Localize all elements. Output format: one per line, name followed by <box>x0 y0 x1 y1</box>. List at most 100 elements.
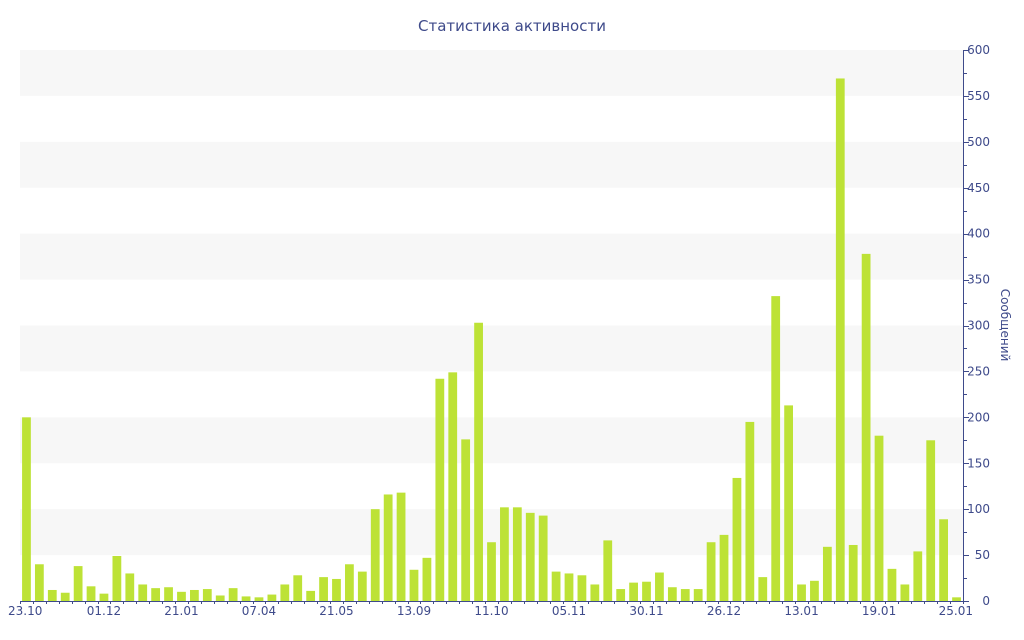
grid-band <box>20 233 963 280</box>
bar <box>758 577 768 601</box>
bar <box>383 494 393 601</box>
bar <box>874 435 884 601</box>
bars <box>22 78 961 602</box>
y-tick-label: 350 <box>967 273 990 287</box>
bar <box>86 586 96 601</box>
bar <box>500 507 509 601</box>
bar <box>99 593 109 601</box>
bar <box>60 592 70 601</box>
y-tick-label: 100 <box>967 502 990 516</box>
y-axis: 0 50 100 150 200 250 300 350 400 450 500 550 600 <box>963 43 990 608</box>
bar <box>629 582 638 601</box>
bar <box>732 477 742 601</box>
bar <box>603 540 613 601</box>
bar <box>900 584 910 601</box>
x-tick-label: 26.12 <box>707 604 741 618</box>
bar <box>887 568 897 601</box>
bar <box>487 542 496 601</box>
bar <box>357 571 367 601</box>
bar <box>848 544 858 601</box>
chart-title: Статистика активности <box>418 17 606 35</box>
y-axis-label: Сообщений <box>998 289 1012 362</box>
bar <box>112 556 122 601</box>
grid-bands <box>20 50 963 556</box>
bar <box>22 417 31 601</box>
bar <box>293 575 303 601</box>
x-tick-label: 11.10 <box>474 604 508 618</box>
y-tick-label: 200 <box>967 410 990 424</box>
x-tick-label: 30.11 <box>629 604 663 618</box>
grid-band <box>20 50 963 96</box>
x-tick-label: 21.05 <box>319 604 353 618</box>
x-tick-label: 05.11 <box>552 604 586 618</box>
y-tick-label: 450 <box>967 181 990 195</box>
bar <box>642 581 651 601</box>
y-tick-label: 150 <box>967 456 990 470</box>
bar <box>861 253 871 601</box>
bar <box>228 588 238 601</box>
bar <box>719 534 729 601</box>
bar <box>913 551 923 601</box>
bar <box>47 589 57 601</box>
bar <box>461 439 471 601</box>
bar <box>745 421 755 601</box>
y-tick-label: 550 <box>967 89 990 103</box>
bar <box>939 519 949 601</box>
bar <box>706 542 716 601</box>
grid-band <box>20 325 963 372</box>
bar <box>125 573 135 601</box>
x-tick-label: 19.01 <box>862 604 896 618</box>
bar <box>34 564 44 601</box>
bar <box>164 587 173 601</box>
bar <box>564 573 574 601</box>
bar <box>409 569 419 601</box>
bar <box>319 577 328 601</box>
bar <box>926 440 936 601</box>
bar <box>952 597 961 601</box>
bar <box>680 589 690 601</box>
y-tick-label: 500 <box>967 135 990 149</box>
bar <box>835 78 845 602</box>
grid-band <box>20 417 963 464</box>
bar <box>422 557 432 601</box>
bar <box>810 580 819 601</box>
bar <box>202 589 212 601</box>
bar <box>241 596 251 601</box>
bar <box>435 378 445 601</box>
bar <box>797 584 806 601</box>
bar <box>138 584 148 601</box>
bar <box>474 322 483 601</box>
x-tick-label: 23.10 <box>8 604 42 618</box>
x-tick-label: 21.01 <box>164 604 198 618</box>
grid-band <box>20 141 963 188</box>
bar <box>190 589 199 601</box>
y-tick-label: 0 <box>982 594 990 608</box>
x-tick-label: 25.01 <box>939 604 973 618</box>
bar <box>448 372 458 601</box>
bar <box>267 594 277 601</box>
bar <box>151 588 161 601</box>
x-tick-label: 01.12 <box>87 604 121 618</box>
y-tick-label: 50 <box>975 548 990 562</box>
bar <box>280 584 290 601</box>
bar <box>655 572 664 601</box>
bar <box>73 566 83 601</box>
bar <box>538 515 548 601</box>
bar <box>667 587 677 601</box>
x-tick-label: 13.01 <box>784 604 818 618</box>
bar <box>616 589 626 601</box>
y-tick-label: 250 <box>967 364 990 378</box>
bar <box>577 575 587 601</box>
bar <box>215 595 225 601</box>
bar <box>345 564 354 601</box>
bar <box>396 492 406 601</box>
bar <box>525 512 535 601</box>
bar <box>551 571 561 601</box>
bar <box>177 591 186 601</box>
bar <box>512 507 522 601</box>
y-tick-label: 600 <box>967 43 990 57</box>
y-tick-label: 400 <box>967 227 990 241</box>
x-axis: 23.10 01.12 21.01 07.04 21.05 13.09 11.10 05.11… <box>8 601 973 618</box>
bar <box>771 296 781 601</box>
